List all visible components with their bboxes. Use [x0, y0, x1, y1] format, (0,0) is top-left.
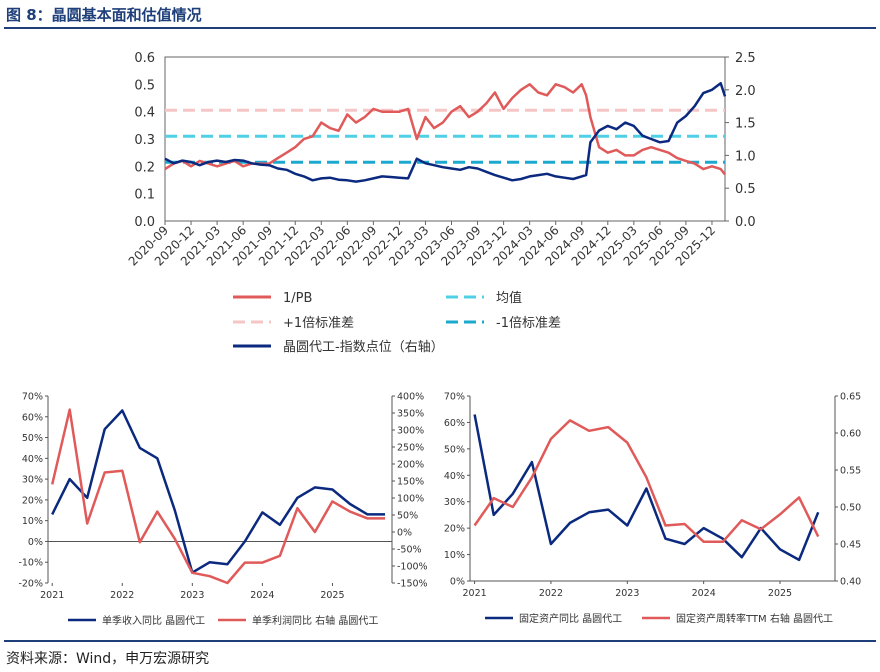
- valuation-right-tick-label: 0.5: [735, 182, 756, 197]
- revenue-profit-right-tick-label: 350%: [397, 409, 424, 420]
- valuation-right-tick-label: 1.5: [735, 117, 756, 132]
- fixed-assets-right-series-line: [473, 419, 820, 544]
- revenue-profit-left-tick-label: 40%: [22, 454, 43, 465]
- valuation-plot-frame: [164, 56, 726, 222]
- valuation-left-tick-label: 0.4: [134, 106, 155, 121]
- fixed-assets-left-tick-label: 0%: [450, 577, 465, 588]
- valuation-legend-label: 晶圆代工-指数点位（右轴）: [283, 340, 444, 355]
- revenue-profit-left-tick-label: 20%: [22, 495, 43, 506]
- revenue-profit-left-tick-label: 60%: [22, 412, 43, 423]
- revenue-profit-left-tick-label: -10%: [18, 558, 43, 569]
- revenue-profit-right-tick-label: -150%: [397, 579, 428, 590]
- valuation-legend-label: 1/PB: [283, 291, 312, 306]
- revenue-profit-left-tick-label: 0%: [28, 537, 43, 548]
- revenue-profit-right-tick-label: -50%: [397, 545, 422, 556]
- valuation-legend-label: 均值: [496, 290, 522, 306]
- valuation-left-tick-label: 0.1: [134, 188, 155, 203]
- valuation-legend-label: +1倍标准差: [283, 316, 354, 331]
- fixed-assets-left-tick-label: 60%: [444, 418, 465, 429]
- valuation-right-tick-label: 2.0: [735, 84, 756, 99]
- valuation-left-tick-label: 0.2: [134, 160, 155, 175]
- revenue-profit-legend-label: 单季利润同比 右轴 晶圆代工: [252, 614, 378, 627]
- fixed-assets-right-tick-label: 0.50: [840, 503, 861, 514]
- revenue-profit-right-tick-label: 50%: [397, 511, 418, 522]
- revenue-profit-right-tick-label: 100%: [397, 494, 424, 505]
- fixed-assets-right-tick-label: 0.55: [840, 466, 861, 477]
- fixed-assets-right-tick-label: 0.40: [840, 577, 861, 588]
- valuation-left-tick-label: 0.0: [134, 215, 155, 230]
- valuation-left-tick-label: 0.5: [134, 78, 155, 93]
- revenue-profit-left-series-line: [51, 409, 385, 574]
- revenue-profit-x-tick-label: 2025: [320, 590, 344, 601]
- fixed-assets-left-tick-label: 50%: [444, 444, 465, 455]
- fixed-assets-right-tick-label: 0.65: [840, 392, 861, 403]
- revenue-profit-left-tick-label: 50%: [22, 433, 43, 444]
- fixed-assets-legend-label: 固定资产周转率TTM 右轴 晶圆代工: [676, 612, 833, 625]
- revenue-profit-left-tick-label: 10%: [22, 516, 43, 527]
- fixed-assets-left-tick-label: 40%: [444, 471, 465, 482]
- fixed-assets-x-tick-label: 2021: [462, 588, 486, 599]
- source-rule: [4, 640, 876, 642]
- fixed-assets-left-tick-label: 30%: [444, 497, 465, 508]
- fixed-assets-x-tick-label: 2024: [692, 588, 716, 599]
- valuation-left-tick-label: 0.3: [134, 133, 155, 148]
- revenue-profit-x-tick-label: 2024: [250, 590, 274, 601]
- valuation-right-tick-label: 2.5: [735, 51, 756, 66]
- revenue-profit-left-tick-label: -20%: [18, 579, 43, 590]
- revenue-profit-right-tick-label: -100%: [397, 562, 428, 573]
- revenue-profit-right-tick-label: 300%: [397, 426, 424, 437]
- revenue-profit-right-tick-label: 200%: [397, 460, 424, 471]
- fixed-assets-x-tick-label: 2023: [615, 588, 639, 599]
- revenue-profit-right-tick-label: 400%: [397, 392, 424, 403]
- revenue-profit-right-series-line: [50, 408, 385, 585]
- revenue-profit-x-tick-label: 2023: [180, 590, 204, 601]
- foundry-index-line: [164, 81, 727, 183]
- fixed-assets-legend-label: 固定资产同比 晶圆代工: [519, 612, 622, 625]
- figure-title: 图 8：晶圆基本面和估值情况: [6, 6, 202, 24]
- fixed-assets-right-tick-label: 0.45: [840, 540, 861, 551]
- source-note: 资料来源：Wind，申万宏源研究: [6, 651, 210, 667]
- title-rule: [4, 27, 876, 29]
- revenue-profit-legend-label: 单季收入同比 晶圆代工: [102, 614, 205, 627]
- valuation-left-tick-label: 0.6: [134, 51, 155, 66]
- revenue-profit-left-tick-label: 70%: [22, 392, 43, 403]
- fixed-assets-right-tick-label: 0.60: [840, 429, 861, 440]
- revenue-profit-right-tick-label: 0%: [397, 528, 412, 539]
- revenue-profit-right-tick-label: 250%: [397, 443, 424, 454]
- fixed-assets-left-tick-label: 20%: [444, 524, 465, 535]
- revenue-profit-x-tick-label: 2021: [40, 590, 64, 601]
- revenue-profit-right-tick-label: 150%: [397, 477, 424, 488]
- fixed-assets-left-tick-label: 10%: [444, 550, 465, 561]
- valuation-legend-label: -1倍标准差: [496, 316, 561, 331]
- revenue-profit-x-tick-label: 2022: [110, 590, 134, 601]
- fixed-assets-left-tick-label: 70%: [444, 392, 465, 403]
- fixed-assets-x-tick-label: 2025: [768, 588, 792, 599]
- valuation-right-tick-label: 1.0: [735, 149, 756, 164]
- valuation-right-tick-label: 0.0: [735, 215, 756, 230]
- fixed-assets-x-tick-label: 2022: [539, 588, 563, 599]
- revenue-profit-left-tick-label: 30%: [22, 475, 43, 486]
